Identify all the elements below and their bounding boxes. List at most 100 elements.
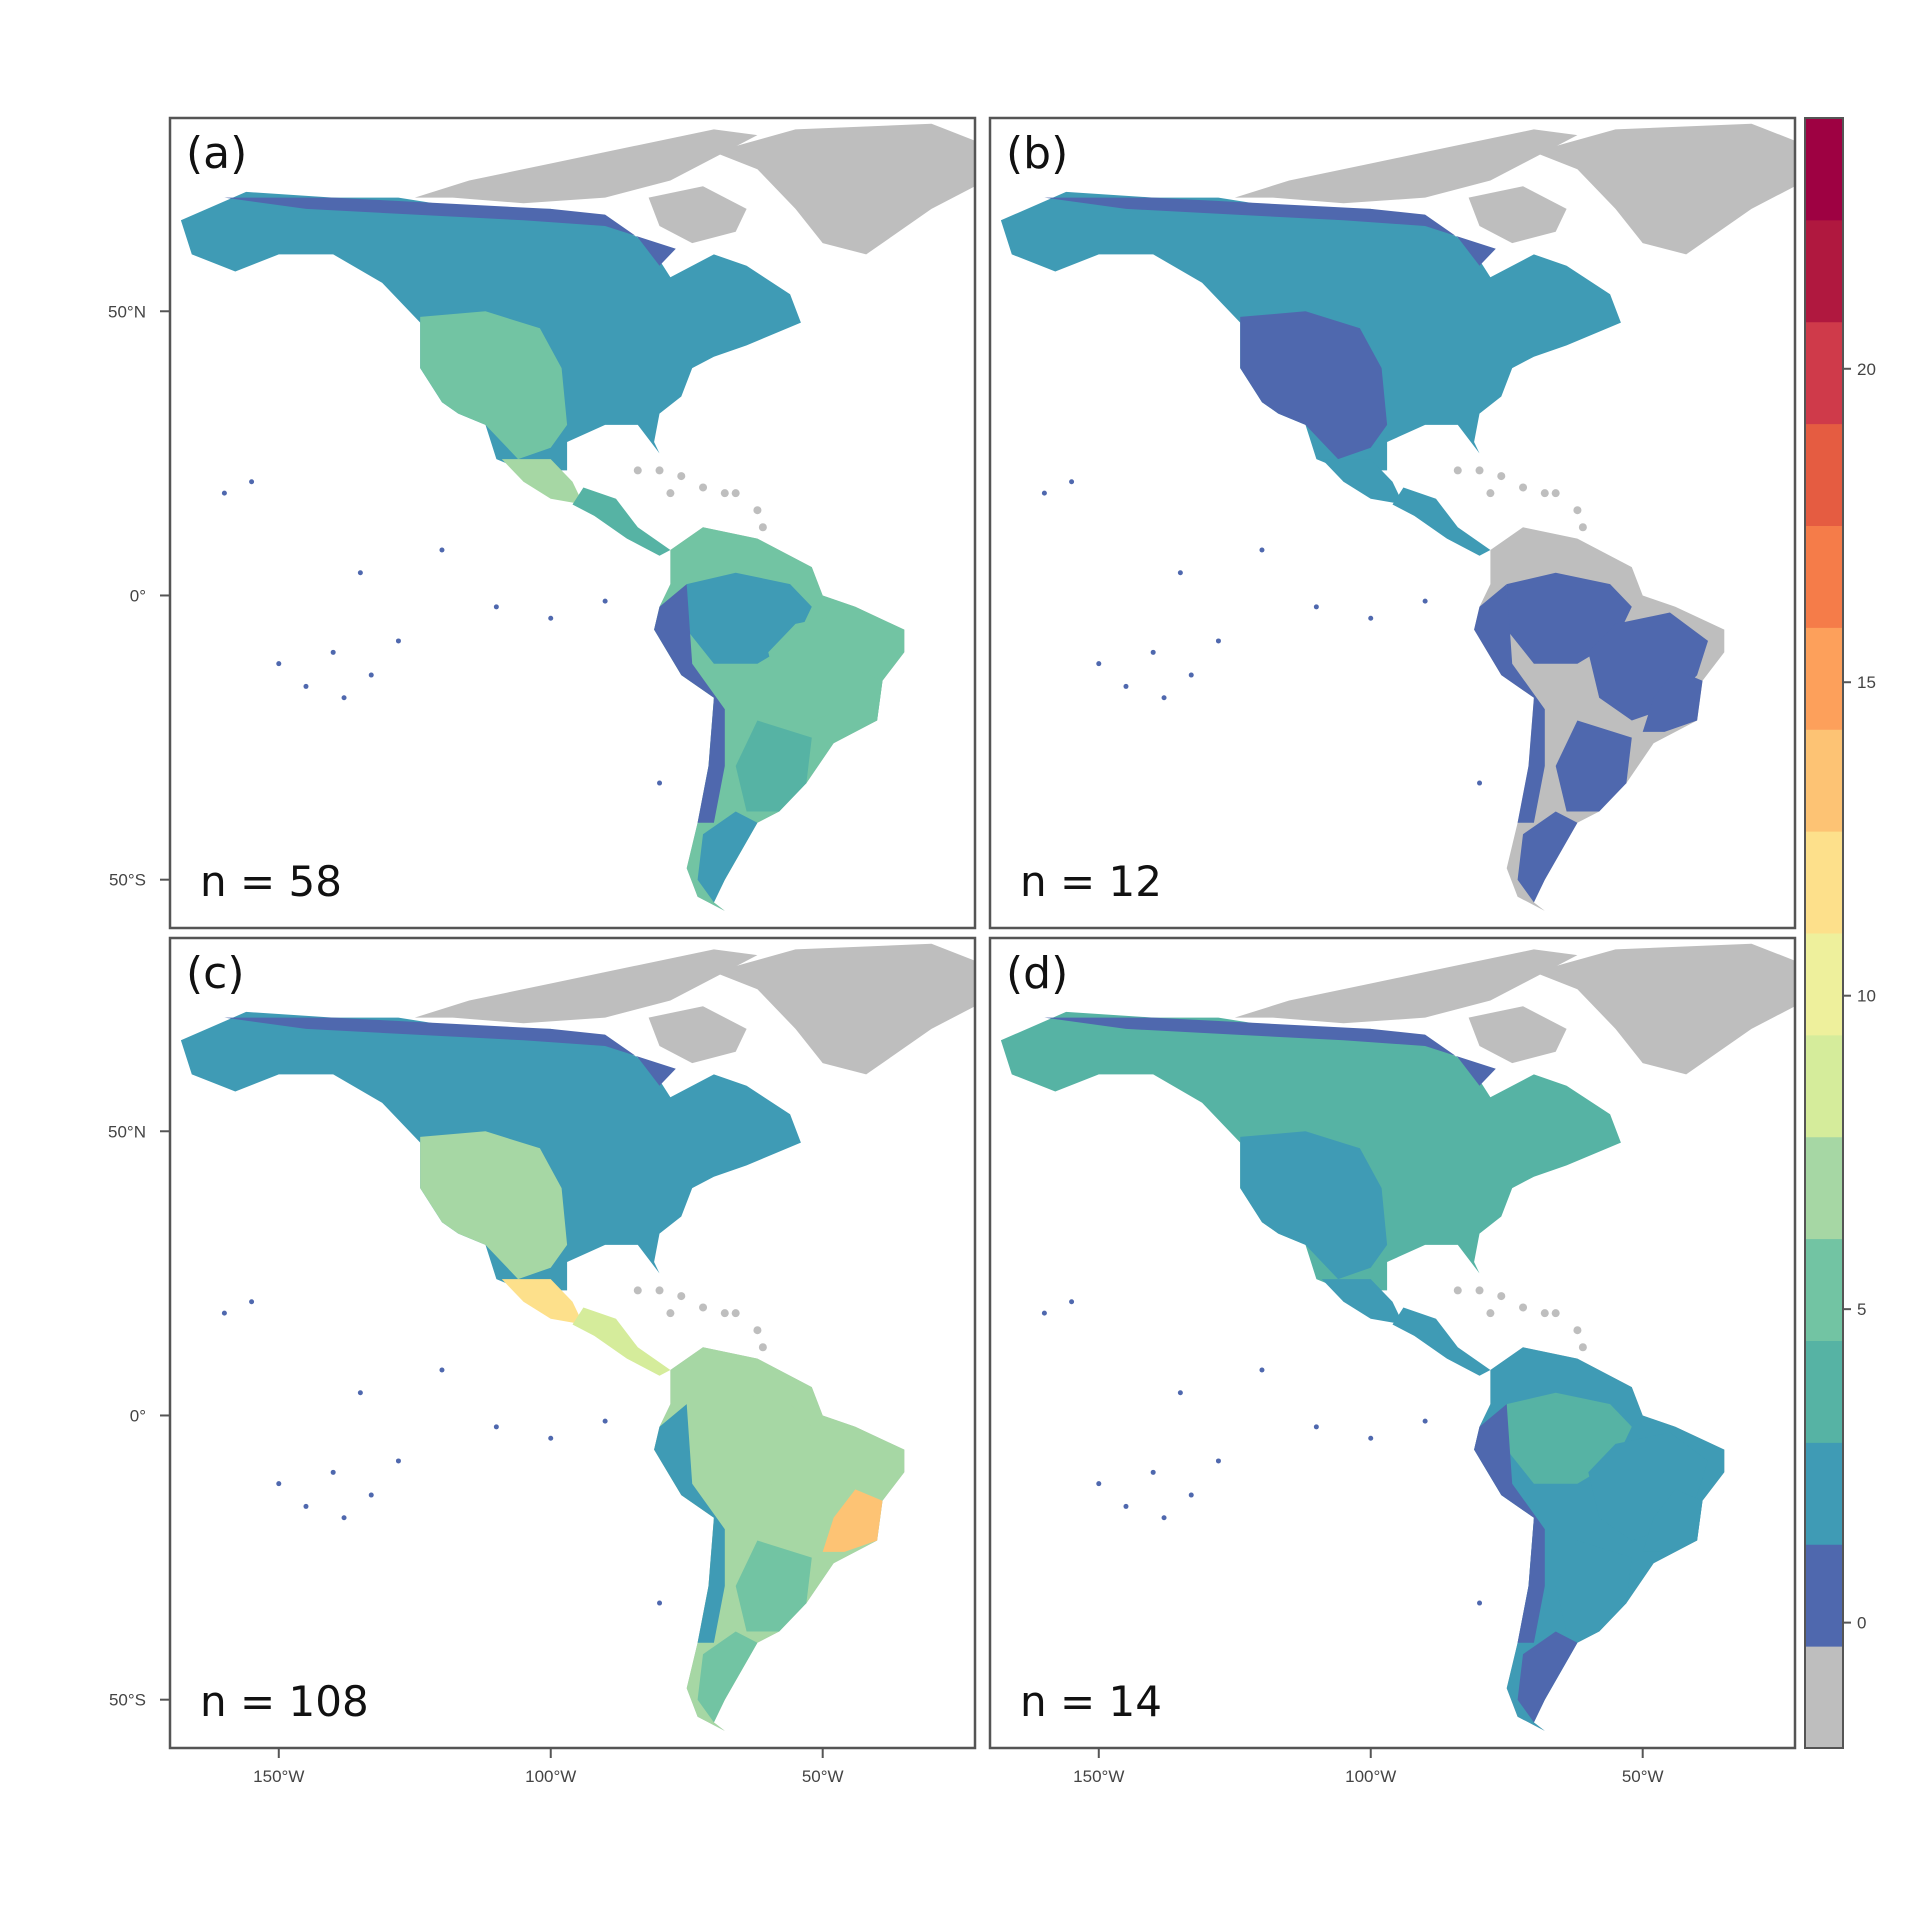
pacific-island: [1161, 695, 1167, 701]
colorbar-segment: [1805, 423, 1843, 526]
region-arctic: [1044, 197, 1496, 266]
region-central-america: [572, 487, 671, 556]
region-southern-cone: [735, 1540, 812, 1632]
colorbar-tick-label: 0: [1857, 1614, 1866, 1633]
caribbean-island: [1497, 472, 1506, 481]
pacific-island: [1215, 1458, 1221, 1464]
colorbar-segment: [1805, 1544, 1843, 1647]
pacific-island: [341, 1515, 347, 1521]
species-count-label: n = 12: [1020, 857, 1162, 906]
land-arctic-islands: [1234, 949, 1578, 1024]
colorbar-segment: [1805, 831, 1843, 934]
map-panel-d: (d) n = 14: [988, 936, 1797, 1750]
x-tick-label: 150°W: [253, 1767, 304, 1786]
pacific-island: [548, 1435, 554, 1441]
land-greenland: [713, 943, 975, 1075]
caribbean-island: [666, 489, 675, 498]
y-tick-label: 50°S: [109, 871, 146, 890]
pacific-island: [439, 547, 445, 553]
caribbean-island: [1540, 489, 1549, 498]
y-tick-label: 50°N: [108, 302, 146, 321]
pacific-island: [303, 1503, 309, 1509]
pacific-island: [1096, 1481, 1102, 1487]
caribbean-island: [633, 1286, 642, 1295]
caribbean-island: [1551, 1309, 1560, 1318]
colorbar-tick-label: 10: [1857, 987, 1876, 1006]
pacific-island: [1069, 479, 1075, 485]
pacific-island: [221, 1310, 227, 1316]
panel-frame: [168, 116, 977, 930]
pacific-island: [140, 707, 145, 712]
colorbar-segment: [1805, 627, 1843, 730]
pacific-island: [249, 479, 255, 485]
pacific-island: [602, 598, 608, 604]
pacific-island: [493, 604, 499, 610]
region-west: [1240, 1131, 1388, 1280]
caribbean-island: [1573, 1326, 1582, 1335]
caribbean-island: [720, 1309, 729, 1318]
pacific-island: [657, 780, 663, 786]
region-east-brazil: [1642, 1489, 1703, 1552]
region-west: [420, 311, 568, 460]
colorbar-segment: [1805, 933, 1843, 1036]
map-layer: [1000, 123, 1795, 911]
pacific-island: [1259, 547, 1265, 553]
pacific-island: [330, 649, 336, 655]
map-layer: [1000, 943, 1795, 1731]
colorbar-segment: [1805, 1136, 1843, 1240]
map-panel-c: (c) n = 108: [168, 936, 977, 1750]
land-baffin: [1468, 1006, 1567, 1064]
colorbar-tick-label: 5: [1857, 1300, 1866, 1319]
caribbean-island: [677, 1292, 686, 1301]
pacific-island: [1215, 638, 1221, 644]
region-southern-cone: [735, 720, 812, 812]
caribbean-island: [1475, 1286, 1484, 1295]
pacific-island: [493, 1424, 499, 1430]
map-layer: [180, 943, 975, 1731]
region-andes: [1474, 584, 1545, 823]
caribbean-island: [633, 466, 642, 475]
pacific-island: [1096, 661, 1102, 667]
pacific-island: [1177, 1390, 1183, 1396]
caribbean-island: [1486, 489, 1495, 498]
region-andes: [654, 584, 725, 823]
caribbean-island: [720, 489, 729, 498]
colorbar-segment: [1805, 1646, 1843, 1749]
caribbean-island: [1497, 1292, 1506, 1301]
region-mexico: [1321, 1279, 1404, 1325]
map-layer: [140, 123, 975, 911]
pacific-island: [1041, 490, 1047, 496]
pacific-island: [1259, 1367, 1265, 1373]
caribbean-island: [655, 1286, 664, 1295]
caribbean-island: [1453, 1286, 1462, 1295]
caribbean-island: [1519, 483, 1528, 492]
colorbar-segment: [1805, 1238, 1843, 1341]
region-east-brazil: [1642, 669, 1703, 732]
region-patagonia: [1517, 811, 1578, 903]
region-east-brazil: [822, 669, 883, 732]
caribbean-island: [1486, 1309, 1495, 1318]
land-baffin: [648, 186, 747, 244]
map-panel-b: (b) n = 12: [988, 116, 1797, 930]
land-greenland: [1533, 123, 1795, 255]
caribbean-island: [1573, 506, 1582, 515]
caribbean-island: [1540, 1309, 1549, 1318]
pacific-island: [357, 570, 363, 576]
region-southern-cone: [1555, 1540, 1632, 1632]
region-andes: [1474, 1404, 1545, 1643]
colorbar-tick-label: 20: [1857, 360, 1876, 379]
pacific-island: [1150, 1469, 1156, 1475]
pacific-island: [1188, 1492, 1194, 1498]
region-arctic: [224, 1017, 676, 1086]
pacific-island: [341, 695, 347, 701]
x-tick-label: 50°W: [802, 1767, 844, 1786]
colorbar-segment: [1805, 321, 1843, 425]
pacific-island: [1069, 1299, 1075, 1305]
pacific-island: [395, 1458, 401, 1464]
pacific-island: [368, 1492, 374, 1498]
region-mexico: [1321, 459, 1404, 505]
region-mexico: [501, 459, 584, 505]
land-baffin: [648, 1006, 747, 1064]
region-patagonia: [697, 811, 758, 903]
